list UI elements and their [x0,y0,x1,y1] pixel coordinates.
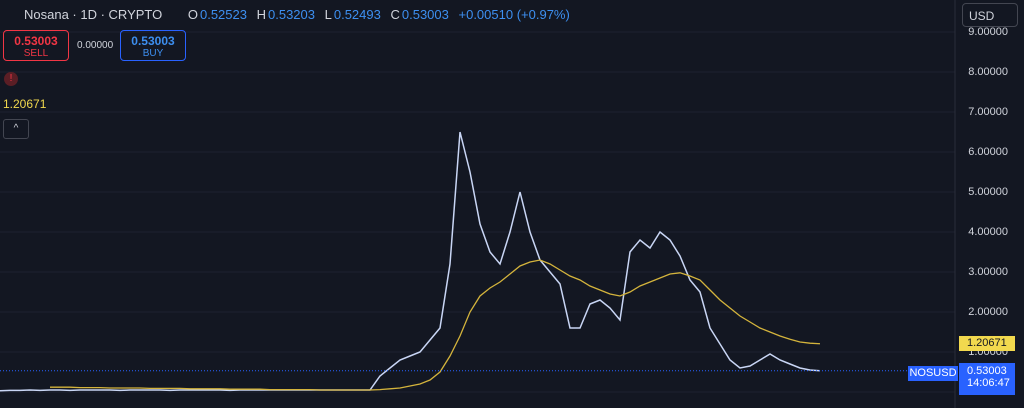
sell-label: SELL [23,48,49,59]
y-tick-label: 8.00000 [968,66,1008,78]
y-tick-label: 2.00000 [968,306,1008,318]
close: 0.53003 [401,7,449,22]
high: 0.53203 [268,7,315,22]
high-label: H [256,7,266,22]
header: Nosana · 1D · CRYPTO O 0.52523 H 0.53203 L… [24,7,576,22]
series-line [0,131,821,392]
open: 0.52523 [199,7,247,22]
y-tick-label: 6.00000 [968,146,1008,158]
change: +0.00510 (+0.97%) [458,7,570,22]
symbol[interactable]: Nosana · 1D · CRYPTO [24,7,163,22]
price-tag-symbol: NOSUSD [908,366,958,381]
buy-label: BUY [142,48,164,59]
y-tick-label: 4.00000 [968,226,1008,238]
indicator-value: 1.20671 [3,97,47,111]
collapse-button[interactable]: ^ [3,119,29,139]
buy-price: 0.53003 [131,34,175,48]
y-tick-label: 9.00000 [968,26,1008,38]
series-line [50,259,821,391]
alert-icon[interactable]: ! [4,72,18,86]
sell-button[interactable]: 0.53003 SELL [3,30,69,61]
open-label: O [187,7,198,22]
low-label: L [324,7,332,22]
sell-price: 0.53003 [14,34,58,48]
buy-button[interactable]: 0.53003 BUY [120,30,186,61]
ma-tag: 1.20671 [959,336,1015,351]
spread: 0.00000 [77,40,114,51]
currency-button[interactable]: USD [962,3,1018,27]
y-tick-label: 7.00000 [968,106,1008,118]
y-tick-label: 3.00000 [968,266,1008,278]
countdown: 14:06:47 [967,377,1010,389]
price-tag: 0.53003 14:06:47 [959,363,1015,395]
y-tick-label: 5.00000 [968,186,1008,198]
low: 0.52493 [333,7,381,22]
price-tag-price: 0.53003 [967,365,1007,377]
close-label: C [390,7,400,22]
